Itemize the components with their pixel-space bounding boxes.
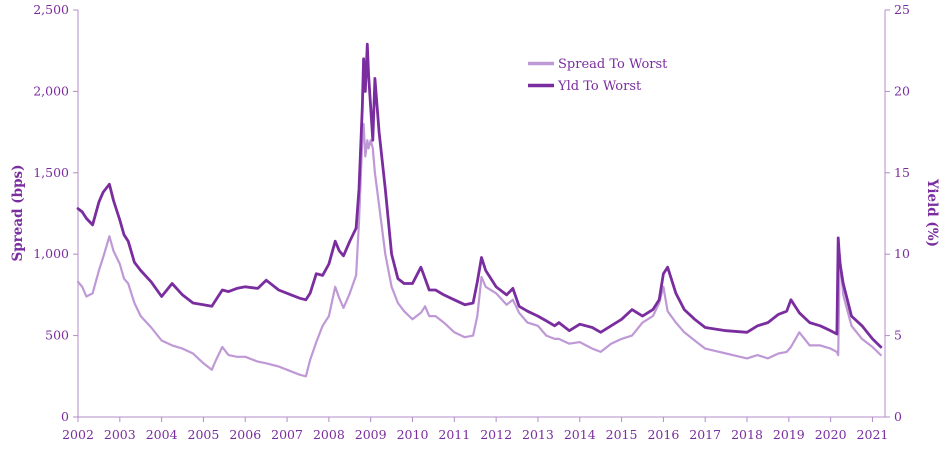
y-tick-label: 2,500 (33, 2, 69, 17)
y2-axis-title: Yield (%) (924, 178, 940, 247)
x-tick-label: 2021 (857, 427, 889, 442)
y2-tick-label: 25 (894, 2, 910, 17)
x-tick-label: 2002 (62, 427, 94, 442)
series-line-yld-to-worst (76, 42, 883, 349)
x-tick-label: 2015 (606, 427, 638, 442)
x-tick-label: 2012 (480, 427, 512, 442)
y-tick-label: 500 (45, 328, 69, 343)
y-tick-label: 1,000 (33, 246, 69, 261)
x-tick-label: 2011 (438, 427, 470, 442)
y-axis-title: Spread (bps) (10, 164, 26, 261)
x-tick-label: 2005 (188, 427, 220, 442)
x-tick-label: 2019 (773, 427, 805, 442)
y-tick-label: 2,000 (33, 83, 69, 98)
x-tick-label: 2009 (355, 427, 387, 442)
axes-group (73, 9, 890, 422)
tick-labels-group: 0 500 1,000 1,500 2,000 2,500 0 5 10 15 20 25 2002 20… (33, 2, 910, 442)
x-tick-label: 2020 (815, 427, 847, 442)
series-line-spread-to-worst (76, 122, 882, 378)
y2-tick-label: 15 (894, 165, 910, 180)
x-tick-label: 2010 (397, 427, 429, 442)
x-tick-label: 2018 (731, 427, 763, 442)
legend-label-spread: Spread To Worst (558, 57, 668, 72)
x-tick-label: 2007 (271, 427, 303, 442)
y-tick-label: 0 (61, 409, 69, 424)
x-tick-label: 2008 (313, 427, 345, 442)
x-tick-label: 2016 (647, 427, 679, 442)
series-group (76, 42, 883, 378)
x-tick-label: 2014 (564, 427, 596, 442)
x-tick-label: 2017 (689, 427, 721, 442)
y2-tick-label: 0 (894, 409, 902, 424)
legend-label-yield: Yld To Worst (557, 79, 642, 94)
y2-tick-label: 5 (894, 328, 902, 343)
y-tick-label: 1,500 (33, 165, 69, 180)
x-tick-label: 2013 (522, 427, 554, 442)
y2-tick-label: 20 (894, 83, 910, 98)
x-tick-label: 2003 (104, 427, 136, 442)
legend: Spread To Worst Yld To Worst (528, 57, 668, 94)
y2-tick-label: 10 (894, 246, 910, 261)
x-tick-label: 2006 (229, 427, 261, 442)
x-tick-label: 2004 (146, 427, 178, 442)
